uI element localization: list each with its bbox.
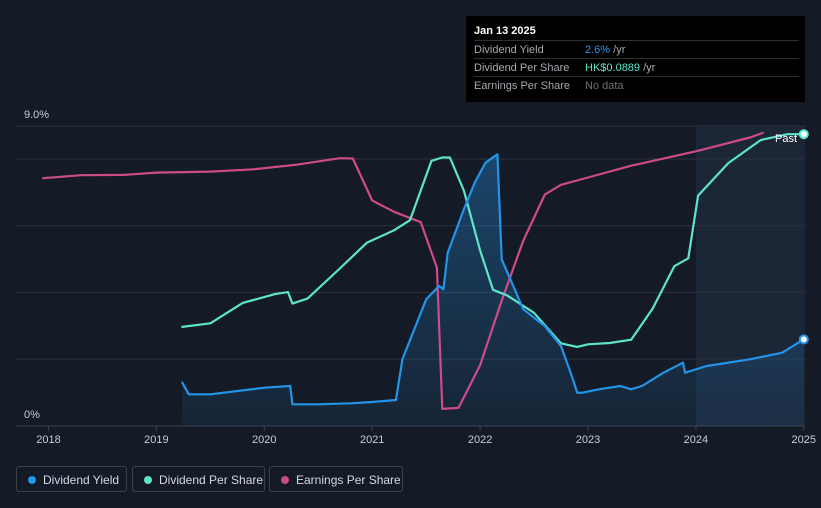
legend-label: Dividend Yield <box>43 473 120 487</box>
tooltip-value: HK$0.0889 /yr <box>585 62 655 74</box>
dividend-per-share-end-marker <box>798 129 809 140</box>
tooltip-panel: Jan 13 2025 Dividend Yield 2.6% /yr Divi… <box>466 16 805 102</box>
tooltip-row-earnings-per-share: Earnings Per Share No data <box>474 76 799 94</box>
x-tick-label: 2020 <box>252 434 276 446</box>
tooltip-value-number: No data <box>585 80 624 92</box>
tooltip-label: Dividend Per Share <box>474 62 570 74</box>
legend-label: Earnings Per Share <box>296 473 401 487</box>
legend-item-earnings-per-share[interactable]: Earnings Per Share <box>269 466 403 492</box>
legend-label: Dividend Per Share <box>159 473 264 487</box>
x-tick-label: 2019 <box>144 434 168 446</box>
earnings-per-share-line <box>42 131 764 410</box>
legend-item-dividend-yield[interactable]: Dividend Yield <box>16 466 127 492</box>
dividend-per-share-line <box>181 133 805 348</box>
legend-item-dividend-per-share[interactable]: Dividend Per Share <box>132 466 265 492</box>
past-label: Past <box>775 133 797 145</box>
x-tick-label: 2023 <box>576 434 600 446</box>
tooltip-label: Dividend Yield <box>474 44 544 56</box>
y-axis-top-label: 9.0% <box>24 109 49 121</box>
tooltip-value-unit: /yr <box>640 62 656 74</box>
x-tick-label: 2021 <box>360 434 384 446</box>
dividend-yield-end-marker <box>798 334 809 345</box>
x-tick-label: 2022 <box>468 434 492 446</box>
tooltip-row-dividend-per-share: Dividend Per Share HK$0.0889 /yr <box>474 58 799 76</box>
tooltip-date: Jan 13 2025 <box>474 25 536 37</box>
legend-dot-icon <box>281 476 289 484</box>
tooltip-value: 2.6% /yr <box>585 44 625 56</box>
tooltip-value-number: 2.6% <box>585 44 611 56</box>
tooltip-row-dividend-yield: Dividend Yield 2.6% /yr <box>474 40 799 58</box>
tooltip-value: No data <box>585 80 624 92</box>
legend-dot-icon <box>28 476 36 484</box>
x-tick-label: 2018 <box>36 434 60 446</box>
x-tick-label: 2025 <box>792 434 816 446</box>
y-axis-bottom-label: 0% <box>24 409 40 421</box>
dividend-yield-line <box>181 153 805 406</box>
x-tick-label: 2024 <box>684 434 708 446</box>
tooltip-value-unit: /yr <box>610 44 626 56</box>
tooltip-label: Earnings Per Share <box>474 80 570 92</box>
tooltip-value-number: HK$0.0889 <box>585 62 641 74</box>
legend-dot-icon <box>144 476 152 484</box>
